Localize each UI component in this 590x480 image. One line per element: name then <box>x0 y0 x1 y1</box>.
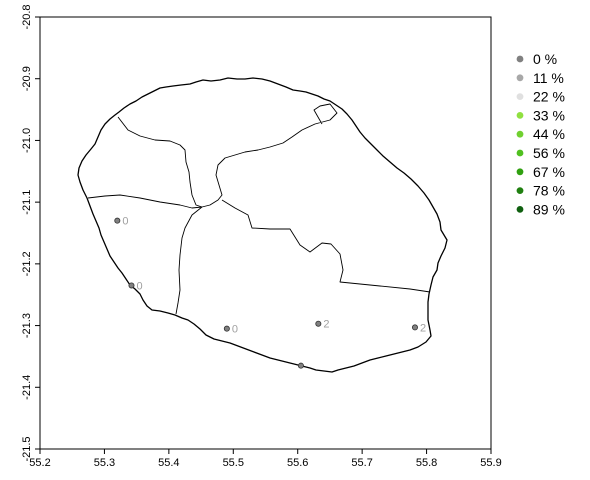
x-tick-label: 55.9 <box>480 457 501 469</box>
legend-swatch <box>516 168 524 176</box>
y-tick-label: -21.0 <box>21 128 33 153</box>
legend-swatch <box>516 93 524 100</box>
x-tick-label: 55.7 <box>351 457 372 469</box>
legend-swatch <box>516 55 524 63</box>
station-point <box>128 282 135 289</box>
legend-label: 89 % <box>533 201 565 217</box>
station-point <box>411 324 418 331</box>
legend-label: 22 % <box>533 89 565 105</box>
station-point <box>223 325 230 332</box>
legend: 0 % 11 % 22 % 33 % 44 % 56 % 67 % 78 % 89 % <box>516 51 565 217</box>
station-point <box>297 362 304 369</box>
legend-label: 78 % <box>533 183 565 199</box>
legend-swatch <box>516 187 524 195</box>
commune-border-north <box>117 103 338 208</box>
legend-label: 33 % <box>533 107 565 123</box>
y-tick-label: -21.1 <box>21 190 33 215</box>
x-tick-label: 55.8 <box>416 457 437 469</box>
station-point <box>114 217 121 224</box>
y-tick-label: -20.8 <box>21 4 33 29</box>
station-value-label: 0 <box>122 216 128 228</box>
commune-border-south <box>175 206 203 315</box>
station-value-label: 0 <box>232 324 238 336</box>
station-point <box>315 320 322 327</box>
station-value-label: 0 <box>136 280 142 292</box>
plot-frame <box>39 16 492 450</box>
legend-swatch <box>516 130 524 138</box>
legend-swatch <box>516 149 524 157</box>
station-value-label: 2 <box>323 319 329 331</box>
legend-label: 11 % <box>533 70 564 86</box>
x-tick-label: 55.5 <box>223 457 244 469</box>
x-tick-label: 55.4 <box>158 457 179 469</box>
commune-border-central <box>221 199 431 293</box>
legend-swatch <box>516 112 524 119</box>
legend-swatch <box>516 74 524 82</box>
station-points: 0 0 0 2 2 <box>114 216 426 369</box>
legend-label: 67 % <box>533 164 565 180</box>
y-tick-label: -20.9 <box>21 66 33 91</box>
legend-swatch <box>516 206 524 213</box>
island-basemap <box>77 77 448 373</box>
x-axis: 55.2 55.3 55.4 55.5 55.6 55.7 55.8 55.9 <box>29 449 502 469</box>
x-tick-label: 55.6 <box>287 457 308 469</box>
commune-border-west-east <box>87 194 203 209</box>
legend-label: 44 % <box>533 126 565 142</box>
y-tick-label: -21.3 <box>21 313 33 338</box>
y-axis: -20.8 -20.9 -21.0 -21.1 -21.2 -21.3 -21.4 -21.5 <box>21 4 40 462</box>
y-tick-label: -21.5 <box>21 436 33 461</box>
x-tick-label: 55.2 <box>29 457 50 469</box>
y-tick-label: -21.2 <box>21 251 33 276</box>
station-value-label: 2 <box>420 322 426 334</box>
x-tick-label: 55.3 <box>94 457 115 469</box>
y-tick-label: -21.4 <box>21 375 33 400</box>
island-outline <box>77 77 448 373</box>
legend-label: 0 % <box>533 51 557 67</box>
legend-label: 56 % <box>533 145 565 161</box>
